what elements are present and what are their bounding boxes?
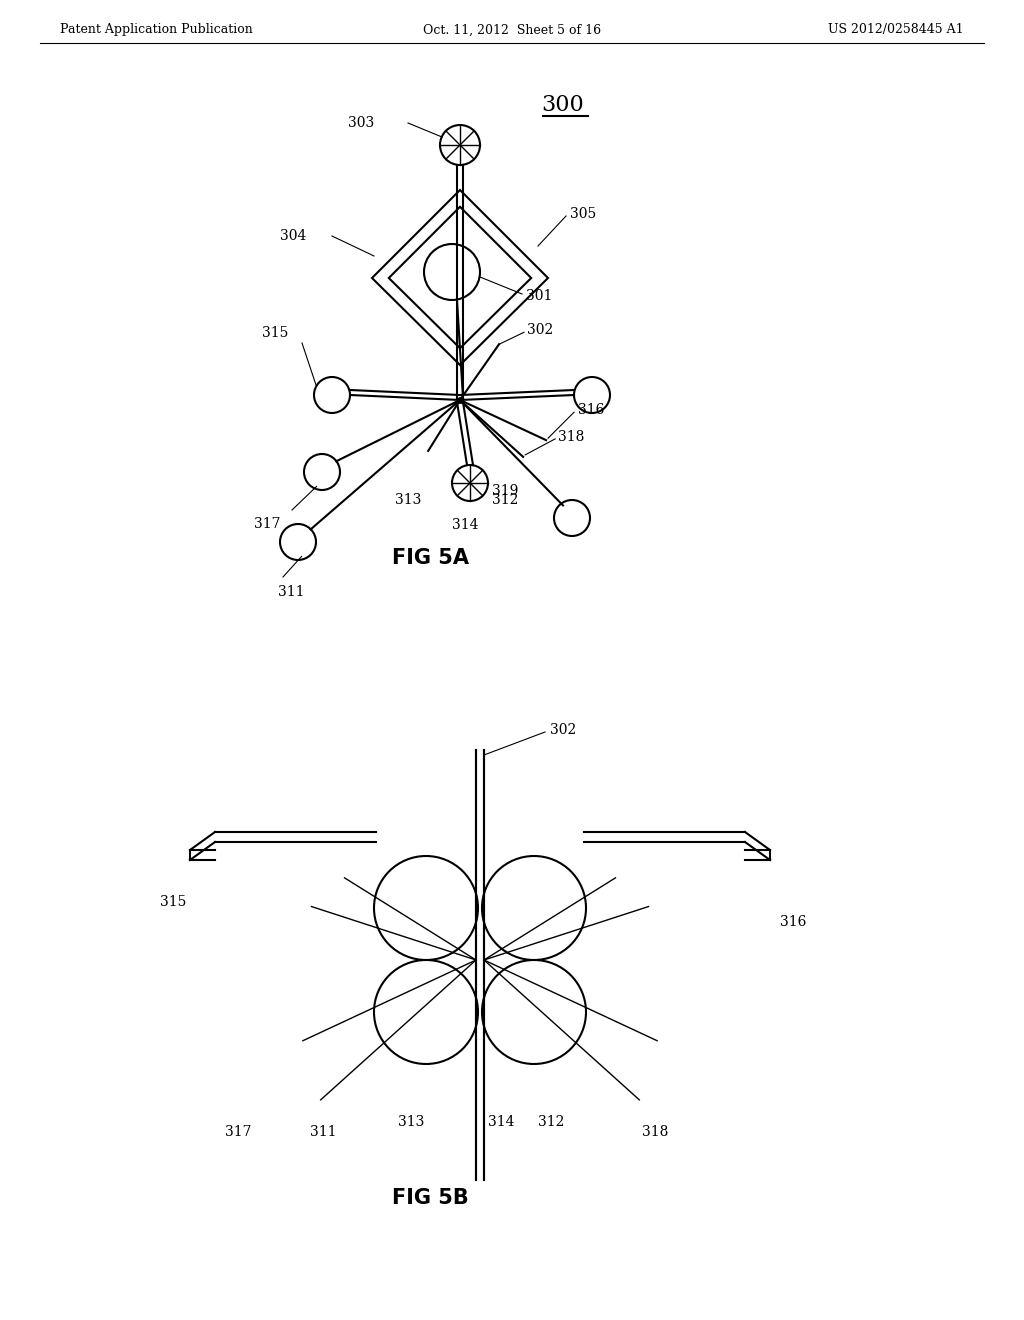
Text: 314: 314: [488, 1115, 514, 1129]
Text: 302: 302: [550, 723, 577, 737]
Text: 303: 303: [348, 116, 374, 129]
Text: 312: 312: [538, 1115, 564, 1129]
Text: 304: 304: [280, 228, 306, 243]
Text: 318: 318: [642, 1125, 669, 1139]
Text: 313: 313: [395, 492, 421, 507]
Text: 319: 319: [492, 484, 518, 498]
Text: 313: 313: [398, 1115, 424, 1129]
Text: 312: 312: [492, 492, 518, 507]
Circle shape: [304, 454, 340, 490]
Circle shape: [314, 378, 350, 413]
Circle shape: [280, 524, 316, 560]
Text: 311: 311: [310, 1125, 337, 1139]
Text: 300: 300: [542, 94, 585, 116]
Circle shape: [554, 500, 590, 536]
Circle shape: [482, 960, 586, 1064]
Text: 318: 318: [558, 430, 585, 444]
Circle shape: [374, 960, 478, 1064]
Text: 305: 305: [570, 207, 596, 220]
Text: 317: 317: [225, 1125, 252, 1139]
Text: FIG 5B: FIG 5B: [391, 1188, 468, 1208]
Circle shape: [374, 855, 478, 960]
Text: 315: 315: [262, 326, 289, 341]
Text: Oct. 11, 2012  Sheet 5 of 16: Oct. 11, 2012 Sheet 5 of 16: [423, 24, 601, 37]
Text: FIG 5A: FIG 5A: [391, 548, 469, 568]
Text: 311: 311: [278, 585, 304, 599]
Text: 316: 316: [780, 915, 806, 929]
Text: US 2012/0258445 A1: US 2012/0258445 A1: [828, 24, 964, 37]
Text: Patent Application Publication: Patent Application Publication: [60, 24, 253, 37]
Circle shape: [452, 465, 488, 502]
Text: 317: 317: [254, 517, 281, 531]
Circle shape: [424, 244, 480, 300]
Text: 301: 301: [526, 289, 552, 304]
Circle shape: [574, 378, 610, 413]
Text: 315: 315: [160, 895, 186, 909]
Circle shape: [482, 855, 586, 960]
Text: 314: 314: [452, 517, 478, 532]
Text: 302: 302: [527, 323, 553, 338]
Circle shape: [440, 125, 480, 165]
Text: 316: 316: [579, 403, 604, 417]
